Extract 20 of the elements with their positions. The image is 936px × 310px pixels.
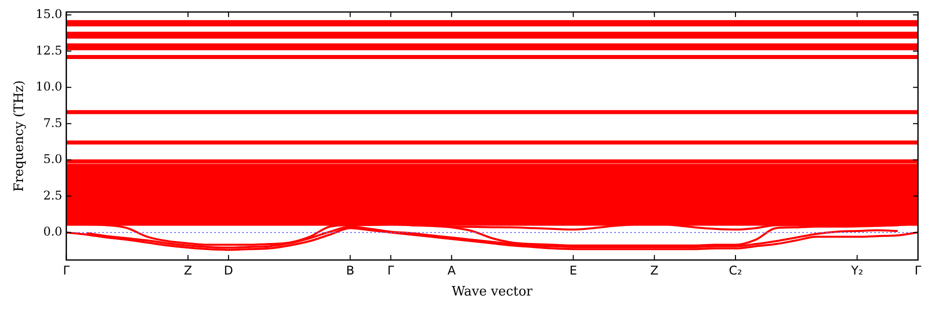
y-tick-label: 10.0 xyxy=(36,80,62,94)
x-tick-label: A xyxy=(447,263,456,278)
x-tick-label: B xyxy=(346,263,354,278)
x-tick-label: Γ xyxy=(914,263,922,278)
y-tick-label: 5.0 xyxy=(43,152,62,166)
x-axis-title: Wave vector xyxy=(452,284,534,300)
y-tick-label: 12.5 xyxy=(36,43,62,58)
x-tick-label: Z xyxy=(650,263,658,278)
x-tick-label: Γ xyxy=(387,263,394,278)
y-tick-label: 15.0 xyxy=(36,7,62,22)
y-axis-title: Frequency (THz) xyxy=(12,80,28,192)
x-tick-label: D xyxy=(224,263,234,278)
x-tick-label: Γ xyxy=(62,263,70,278)
x-tick-label: Z xyxy=(184,263,192,278)
x-tick-label: E xyxy=(569,263,578,278)
y-tick-label: 7.5 xyxy=(43,116,62,130)
x-tick-label: Y₂ xyxy=(850,263,864,278)
x-tick-label: C₂ xyxy=(728,263,742,278)
y-tick-label: 2.5 xyxy=(43,188,62,202)
y-tick-label: 0.0 xyxy=(43,224,62,239)
